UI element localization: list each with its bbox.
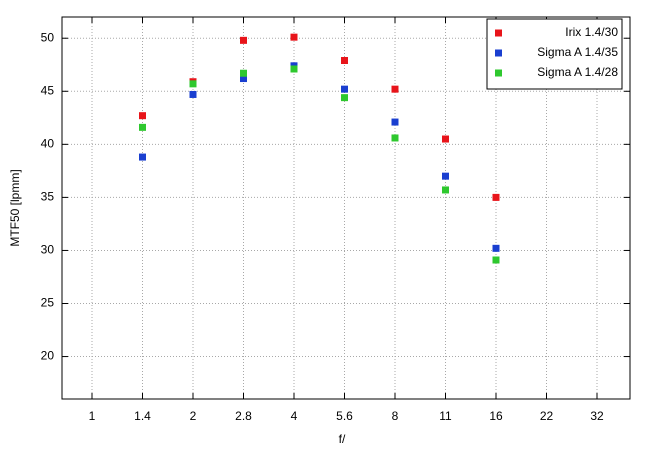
x-tick-label: 1 — [89, 409, 96, 423]
x-tick-label: 5.6 — [336, 409, 353, 423]
legend-label: Irix 1.4/30 — [565, 25, 618, 39]
point — [240, 69, 247, 77]
point — [139, 153, 146, 161]
point — [341, 85, 348, 93]
x-axis-label: f/ — [339, 432, 346, 446]
legend-label: Sigma A 1.4/28 — [537, 65, 618, 79]
y-tick-label: 35 — [41, 190, 55, 204]
y-tick-label: 25 — [41, 296, 55, 310]
x-tick-label: 1.4 — [134, 409, 151, 423]
x-tick-label: 16 — [489, 409, 503, 423]
point — [492, 193, 500, 201]
x-tick-label: 11 — [439, 409, 452, 423]
point — [341, 94, 348, 102]
legend-marker — [495, 29, 502, 37]
point — [442, 172, 449, 180]
y-tick-label: 30 — [41, 243, 55, 257]
point — [139, 112, 146, 120]
legend-box — [486, 18, 623, 90]
point — [240, 75, 247, 83]
point — [341, 57, 348, 65]
legend-label: Sigma A 1.4/35 — [537, 45, 618, 59]
x-tick-label: 32 — [590, 409, 604, 423]
point — [189, 90, 197, 98]
x-tick-label: 2.8 — [235, 409, 252, 423]
point — [290, 33, 298, 41]
point — [240, 36, 247, 44]
point — [492, 256, 500, 264]
plot-frame — [61, 16, 631, 400]
legend-marker — [495, 69, 502, 77]
y-tick-label: 50 — [41, 30, 55, 44]
x-tick-label: 22 — [540, 409, 554, 423]
x-tick-label: 2 — [190, 409, 197, 423]
point — [442, 135, 449, 143]
point — [391, 85, 399, 93]
point — [492, 244, 500, 252]
point — [442, 186, 449, 194]
y-axis-label: MTF50 [lpmm] — [8, 169, 22, 246]
y-tick-label: 45 — [41, 83, 55, 97]
point — [189, 80, 197, 88]
point — [139, 123, 146, 131]
legend-marker — [495, 49, 502, 57]
point — [290, 65, 298, 73]
x-tick-label: 4 — [291, 409, 298, 423]
point — [391, 134, 399, 142]
x-tick-label: 8 — [392, 409, 399, 423]
y-tick-label: 20 — [41, 349, 55, 363]
y-tick-label: 40 — [41, 137, 55, 151]
point — [391, 118, 399, 126]
